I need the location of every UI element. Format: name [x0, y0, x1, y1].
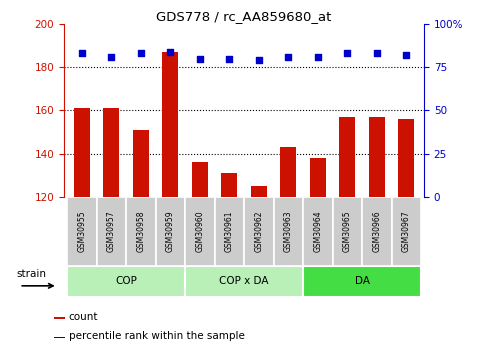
- Point: [343, 51, 351, 56]
- Point: [402, 52, 410, 58]
- Bar: [362, 197, 391, 266]
- Bar: [192, 162, 208, 197]
- Bar: [280, 147, 296, 197]
- Point: [196, 56, 204, 61]
- Bar: [54, 336, 65, 338]
- Bar: [162, 52, 178, 197]
- Bar: [155, 197, 185, 266]
- Point: [107, 54, 115, 60]
- Text: GSM30958: GSM30958: [136, 210, 145, 252]
- Text: GSM30957: GSM30957: [107, 210, 116, 252]
- Title: GDS778 / rc_AA859680_at: GDS778 / rc_AA859680_at: [156, 10, 332, 23]
- Bar: [185, 266, 303, 297]
- Bar: [214, 197, 244, 266]
- Point: [137, 51, 145, 56]
- Point: [225, 56, 233, 61]
- Text: GSM30962: GSM30962: [254, 210, 263, 252]
- Point: [255, 58, 263, 63]
- Point: [314, 54, 322, 60]
- Bar: [244, 197, 274, 266]
- Text: GSM30959: GSM30959: [166, 210, 175, 252]
- Text: DA: DA: [354, 276, 370, 286]
- Text: GSM30967: GSM30967: [402, 210, 411, 252]
- Text: COP: COP: [115, 276, 137, 286]
- Bar: [333, 197, 362, 266]
- Bar: [67, 266, 185, 297]
- Text: GSM30955: GSM30955: [77, 210, 86, 252]
- Bar: [303, 197, 333, 266]
- Point: [373, 51, 381, 56]
- Text: percentile rank within the sample: percentile rank within the sample: [69, 331, 245, 341]
- Text: GSM30960: GSM30960: [195, 210, 204, 252]
- Bar: [73, 108, 90, 197]
- Text: GSM30964: GSM30964: [313, 210, 322, 252]
- Bar: [339, 117, 355, 197]
- Point: [166, 49, 174, 55]
- Bar: [126, 197, 155, 266]
- Text: GSM30965: GSM30965: [343, 210, 352, 252]
- Text: GSM30963: GSM30963: [284, 210, 293, 252]
- Bar: [67, 197, 97, 266]
- Point: [284, 54, 292, 60]
- Text: COP x DA: COP x DA: [219, 276, 269, 286]
- Bar: [398, 119, 415, 197]
- Bar: [250, 186, 267, 197]
- Bar: [221, 173, 238, 197]
- Bar: [54, 317, 65, 319]
- Text: strain: strain: [16, 269, 46, 279]
- Bar: [369, 117, 385, 197]
- Bar: [133, 130, 149, 197]
- Text: GSM30961: GSM30961: [225, 210, 234, 252]
- Text: GSM30966: GSM30966: [372, 210, 381, 252]
- Bar: [391, 197, 421, 266]
- Bar: [185, 197, 214, 266]
- Text: count: count: [69, 312, 98, 322]
- Bar: [97, 197, 126, 266]
- Bar: [310, 158, 326, 197]
- Bar: [274, 197, 303, 266]
- Point: [78, 51, 86, 56]
- Bar: [303, 266, 421, 297]
- Bar: [103, 108, 119, 197]
